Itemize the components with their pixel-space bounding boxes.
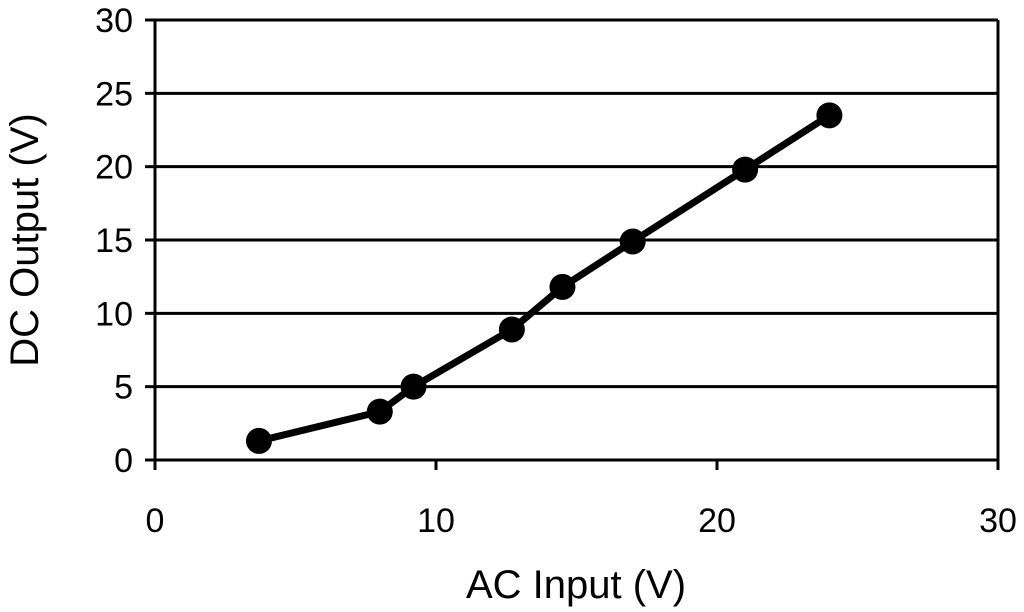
y-tick-labels: 0 5 10 15 20 25 30 <box>95 2 133 480</box>
y-tick-label: 5 <box>114 369 133 407</box>
x-tick-labels: 0 10 20 30 <box>146 502 1017 540</box>
gridlines <box>155 18 998 389</box>
data-point <box>366 398 393 425</box>
data-point <box>498 316 525 343</box>
x-tick-label: 20 <box>698 502 736 540</box>
y-tick-label: 0 <box>114 442 133 480</box>
data-point <box>816 102 843 129</box>
x-axis-title: AC Input (V) <box>466 563 686 607</box>
x-tick-label: 10 <box>417 502 455 540</box>
series-group <box>245 102 843 454</box>
y-tick-label: 25 <box>95 75 133 113</box>
y-axis-title: DC Output (V) <box>3 113 47 366</box>
data-point <box>619 228 646 255</box>
axes <box>145 18 1000 470</box>
data-point <box>400 373 427 400</box>
data-point <box>245 427 272 454</box>
x-tick-label: 0 <box>146 502 165 540</box>
data-point <box>732 156 759 183</box>
y-tick-label: 10 <box>95 295 133 333</box>
data-point <box>549 273 576 300</box>
x-tick-label: 30 <box>979 502 1017 540</box>
y-tick-label: 20 <box>95 149 133 187</box>
y-tick-label: 15 <box>95 222 133 260</box>
y-tick-label: 30 <box>95 2 133 40</box>
